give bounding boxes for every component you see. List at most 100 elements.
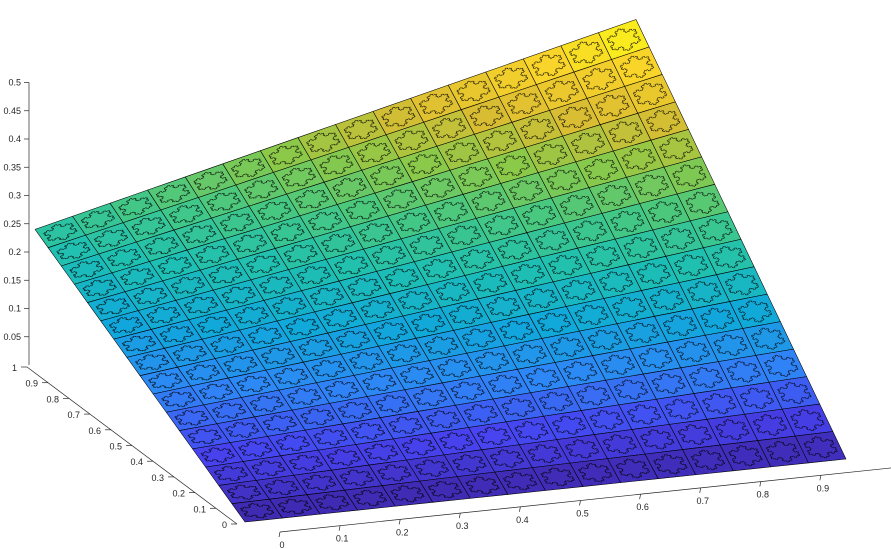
koch-snowflake-outline: [602, 434, 637, 455]
x-tick-label: 0: [279, 540, 284, 549]
koch-snowflake-outline: [155, 184, 191, 203]
koch-snowflake-outline: [715, 419, 750, 441]
koch-snowflake-outline: [187, 428, 222, 445]
koch-snowflake-outline: [108, 317, 144, 333]
x-tick-label: 0.9: [817, 483, 830, 493]
surface: [34, 19, 847, 523]
koch-snowflake-outline: [561, 279, 596, 301]
koch-snowflake-outline: [396, 212, 431, 232]
koch-snowflake-outline: [649, 288, 684, 311]
koch-snowflake-outline: [662, 314, 698, 337]
koch-snowflake-outline: [307, 212, 343, 231]
x-tick-label: 0.5: [576, 509, 589, 519]
x-tick: [819, 475, 822, 481]
koch-snowflake-outline: [427, 480, 463, 499]
koch-snowflake-outline: [343, 119, 379, 140]
koch-snowflake-outline: [495, 155, 531, 176]
koch-snowflake-outline: [677, 424, 713, 446]
koch-snowflake-outline: [536, 312, 572, 333]
koch-snowflake-outline: [335, 330, 371, 349]
axes: [21, 82, 891, 538]
koch-snowflake-outline: [347, 278, 382, 297]
koch-snowflake-outline: [563, 361, 598, 382]
koch-snowflake-outline: [213, 465, 249, 482]
z-tick-label: 0.25: [3, 219, 21, 229]
koch-snowflake-outline: [375, 395, 410, 413]
koch-snowflake-outline: [790, 409, 825, 432]
koch-snowflake-outline: [514, 421, 549, 441]
koch-snowflake-outline: [345, 200, 380, 220]
koch-snowflake-outline: [272, 297, 307, 315]
z-tick-label: 0.1: [8, 304, 21, 314]
koch-snowflake-outline: [664, 398, 699, 420]
koch-snowflake-outline: [711, 245, 746, 269]
x-tick: [639, 494, 641, 500]
x-tick-label: 0.1: [336, 534, 349, 544]
koch-snowflake-outline: [521, 205, 557, 226]
koch-snowflake-outline: [418, 93, 454, 114]
koch-snowflake-outline: [296, 266, 331, 285]
koch-snowflake-outline: [675, 341, 711, 363]
x-tick: [759, 481, 762, 487]
koch-snowflake-outline: [245, 255, 281, 273]
koch-snowflake-outline: [690, 449, 726, 471]
koch-snowflake-outline: [533, 144, 568, 165]
z-tick-label: 0.45: [3, 106, 21, 116]
koch-snowflake-outline: [507, 93, 542, 115]
koch-snowflake-outline: [386, 344, 422, 363]
koch-snowflake-outline: [737, 300, 773, 323]
koch-snowflake-outline: [285, 318, 320, 336]
koch-snowflake-outline: [557, 106, 593, 129]
koch-snowflake-outline: [473, 273, 508, 293]
koch-snowflake-outline: [332, 178, 367, 197]
koch-snowflake-outline: [350, 422, 386, 440]
koch-snowflake-outline: [634, 174, 670, 197]
koch-snowflake-outline: [275, 434, 311, 452]
y-tick-label: 0.5: [109, 442, 122, 452]
koch-snowflake-outline: [653, 454, 688, 475]
koch-snowflake-outline: [456, 80, 491, 102]
koch-snowflake-outline: [450, 381, 485, 401]
x-axis-line: [279, 467, 891, 533]
koch-snowflake-outline: [613, 379, 649, 400]
koch-snowflake-outline: [595, 94, 630, 117]
koch-snowflake-outline: [309, 287, 345, 306]
koch-snowflake-outline: [531, 54, 566, 76]
y-tick-label: 0.8: [46, 394, 59, 404]
y-tick-label: 0: [222, 520, 227, 530]
koch-snowflake-outline: [688, 367, 724, 389]
koch-snowflake-outline: [210, 336, 245, 353]
z-tick-label: 0.2: [8, 247, 21, 257]
koch-snowflake-outline: [197, 316, 232, 333]
x-tick: [338, 525, 341, 531]
koch-snowflake-outline: [219, 213, 255, 232]
koch-snowflake-outline: [559, 195, 594, 216]
koch-snowflake-outline: [610, 210, 645, 233]
koch-snowflake-outline: [381, 106, 416, 127]
koch-snowflake-outline: [251, 460, 286, 477]
koch-snowflake-outline: [56, 242, 91, 260]
tick-labels: 0 0.1 0.2 0.3 0.4 0.5 0.6 0.7 0.8 0.9 0 0.1 0.2 0.3 0.…: [3, 78, 829, 549]
koch-snowflake-outline: [651, 373, 686, 395]
koch-snowflake-outline: [569, 41, 604, 64]
koch-snowflake-outline: [551, 415, 587, 435]
koch-snowflake-outline: [294, 190, 330, 209]
koch-snowflake-outline: [270, 223, 305, 242]
koch-snowflake-outline: [185, 364, 221, 381]
koch-snowflake-outline: [685, 191, 720, 214]
koch-snowflake-outline: [501, 397, 536, 417]
koch-snowflake-outline: [615, 458, 651, 479]
koch-snowflake-outline: [339, 469, 374, 487]
surface-patch: [795, 431, 847, 464]
koch-snowflake-outline: [148, 373, 183, 389]
koch-snowflake-outline: [502, 471, 538, 491]
koch-snowflake-outline: [583, 158, 619, 181]
koch-snowflake-outline: [397, 291, 433, 310]
koch-snowflake-outline: [702, 393, 737, 415]
y-tick-label: 0.7: [67, 410, 80, 420]
koch-snowflake-outline: [407, 154, 442, 174]
koch-snowflake-outline: [349, 352, 384, 370]
koch-snowflake-outline: [587, 329, 622, 351]
z-tick-label: 0.35: [3, 162, 21, 172]
koch-snowflake-outline: [281, 167, 317, 187]
